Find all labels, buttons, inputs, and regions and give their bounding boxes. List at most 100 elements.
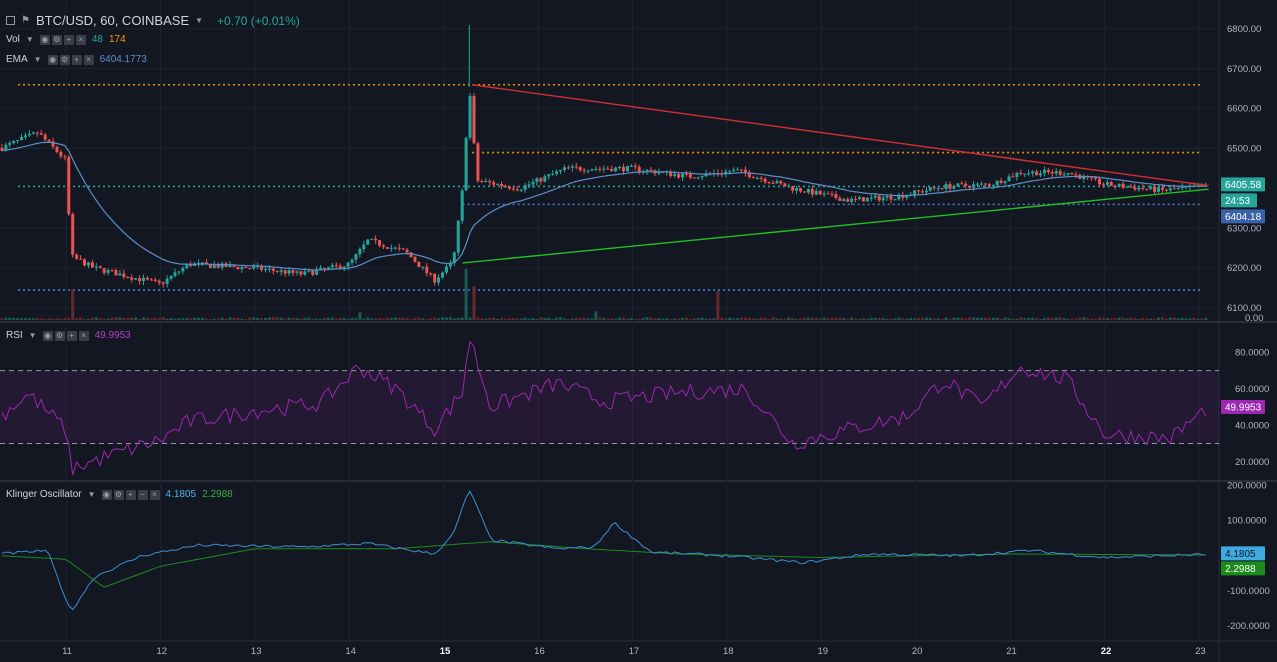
time-axis[interactable]: 11 12 13 14 15 16 17 18 19 20 21 22 23 [62, 646, 1206, 657]
candle [1109, 182, 1113, 186]
candle [740, 169, 744, 171]
candle [322, 267, 326, 269]
candle [1027, 173, 1031, 175]
volume-bar [555, 317, 559, 320]
volume-bar [330, 317, 334, 320]
candle [1038, 173, 1042, 176]
volume-bar [692, 318, 696, 320]
candle [952, 186, 956, 189]
klinger-pane[interactable] [1, 490, 1206, 611]
time-tick-label: 18 [723, 646, 734, 657]
volume-bar [1070, 318, 1074, 320]
volume-bar [303, 317, 307, 320]
close-icon[interactable]: × [83, 54, 94, 65]
volume-bar [425, 318, 429, 320]
candle [220, 263, 224, 268]
gear-icon[interactable]: ⚙ [59, 54, 70, 65]
gear-icon[interactable]: ⚙ [54, 330, 65, 341]
klinger-label[interactable]: Klinger Oscillator [6, 489, 82, 500]
eye-icon[interactable]: ◉ [39, 34, 50, 45]
price-pane[interactable] [0, 24, 1209, 291]
support-trendline[interactable] [462, 188, 1209, 264]
close-icon[interactable]: × [78, 330, 89, 341]
volume-bar [763, 317, 767, 320]
candle [1050, 171, 1054, 174]
candle [1176, 188, 1180, 190]
volume-bar [889, 318, 893, 320]
candle [492, 182, 496, 185]
close-icon[interactable]: × [75, 34, 86, 45]
volume-bar [311, 318, 315, 320]
rsi-pane[interactable] [0, 340, 1219, 476]
candle [389, 247, 393, 249]
volume-bar [944, 317, 948, 320]
candle [928, 187, 932, 191]
candle [728, 171, 732, 173]
volume-bar [1098, 317, 1102, 320]
volume-bar [287, 317, 291, 320]
candle [393, 247, 397, 249]
chevron-down-icon[interactable]: ▼ [28, 331, 37, 340]
eye-icon[interactable]: ◉ [47, 54, 58, 65]
candle [370, 238, 374, 240]
candle [334, 265, 338, 267]
candle [279, 270, 283, 272]
add-icon[interactable]: + [66, 330, 77, 341]
candle [1141, 187, 1145, 189]
eye-icon[interactable]: ◉ [101, 489, 112, 500]
volume-bar [680, 317, 684, 320]
volume-bar [185, 318, 189, 320]
volume-bar [1011, 318, 1015, 320]
candle [948, 184, 952, 189]
flag-icon[interactable]: ⚑ [21, 15, 30, 26]
minus-icon[interactable]: − [137, 489, 148, 500]
volume-bar [1031, 317, 1035, 320]
vol-label[interactable]: Vol [6, 34, 20, 45]
add-icon[interactable]: + [63, 34, 74, 45]
price-axis[interactable]: 6800.00 6700.00 6600.00 6500.00 6300.00 6200.… [1221, 24, 1270, 632]
volume-bar [374, 318, 378, 320]
candle [437, 277, 441, 283]
volume-bar [700, 317, 704, 320]
price-tick-label: 6600.00 [1227, 104, 1261, 115]
rsi-label[interactable]: RSI [6, 330, 23, 341]
chevron-down-icon[interactable]: ▼ [25, 35, 34, 44]
close-icon[interactable]: × [149, 489, 160, 500]
candle [401, 248, 405, 250]
symbol-title[interactable]: BTC/USD, 60, COINBASE [35, 13, 190, 28]
gear-icon[interactable]: ⚙ [113, 489, 124, 500]
volume-bar [12, 317, 16, 320]
ema-label[interactable]: EMA [6, 54, 28, 65]
candle [16, 139, 20, 141]
volume-bar [275, 317, 279, 320]
gear-icon[interactable]: ⚙ [51, 34, 62, 45]
volume-bar [1007, 318, 1011, 320]
chevron-down-icon[interactable]: ▼ [33, 55, 42, 64]
volume-bar [562, 318, 566, 320]
volume-bar [79, 317, 83, 320]
volume-bar [1164, 318, 1168, 320]
chevron-down-icon[interactable]: ▼ [87, 490, 96, 499]
candle [94, 266, 98, 268]
candle [814, 190, 818, 195]
klinger-signal-line [1, 541, 1206, 588]
volume-bar [1062, 318, 1066, 320]
ema-legend: EMA ▼ ◉ ⚙ + × 6404.1773 [6, 54, 147, 65]
resistance-trendline[interactable] [471, 84, 1209, 187]
volume-bar [165, 318, 169, 320]
volume-bar [216, 318, 220, 320]
add-icon[interactable]: + [125, 489, 136, 500]
candle [645, 169, 649, 172]
candle [338, 265, 342, 269]
eye-icon[interactable]: ◉ [42, 330, 53, 341]
chevron-down-icon[interactable]: ▼ [195, 16, 204, 25]
candle [826, 193, 830, 195]
volume-bar [684, 317, 688, 320]
volume-bar [114, 317, 118, 320]
collapse-icon[interactable] [6, 16, 15, 25]
volume-bar [444, 317, 448, 320]
add-icon[interactable]: + [71, 54, 82, 65]
candle [47, 139, 51, 142]
volume-bar [260, 318, 264, 320]
